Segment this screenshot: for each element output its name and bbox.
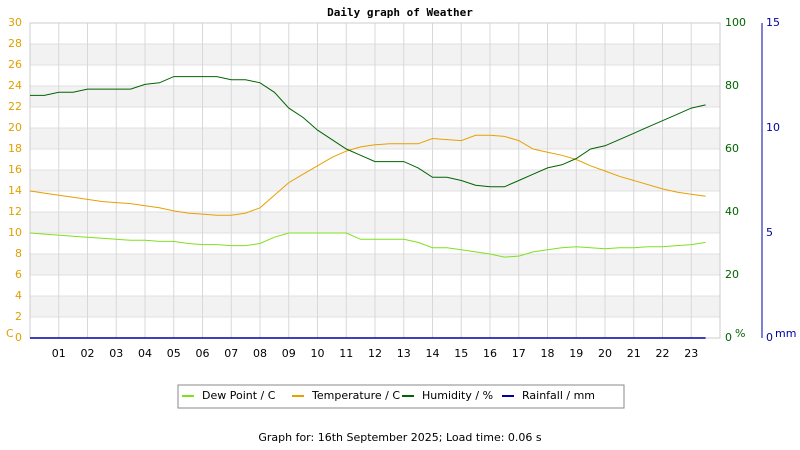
x-tick-label: 11	[339, 347, 353, 360]
y-tick-label: 8	[15, 247, 22, 260]
x-tick-label: 07	[224, 347, 238, 360]
x-tick-label: 13	[397, 347, 411, 360]
series-line	[29, 134, 706, 216]
y-unit: C	[6, 327, 14, 340]
y-tick-label: 0	[15, 331, 22, 344]
x-tick-label: 04	[138, 347, 152, 360]
y-tick-label: 12	[8, 205, 22, 218]
legend-label: Rainfall / mm	[522, 389, 595, 402]
y-tick-label: 2	[15, 310, 22, 323]
y2-tick-label: 60	[725, 142, 739, 155]
x-tick-label: 19	[569, 347, 583, 360]
y2-unit: %	[735, 327, 745, 340]
y-tick-label: 24	[8, 79, 22, 92]
y3-tick-label: 5	[766, 226, 773, 239]
x-tick-label: 23	[684, 347, 698, 360]
y2-tick-label: 100	[725, 16, 746, 29]
y3-tick-label: 15	[766, 16, 780, 29]
x-tick-label: 12	[368, 347, 382, 360]
x-tick-label: 03	[109, 347, 123, 360]
y3-tick-label: 0	[766, 331, 773, 344]
x-tick-label: 06	[196, 347, 210, 360]
legend-label: Dew Point / C	[202, 389, 276, 402]
x-tick-label: 05	[167, 347, 181, 360]
series-line	[29, 232, 706, 258]
y-tick-label: 28	[8, 37, 22, 50]
x-tick-label: 02	[81, 347, 95, 360]
legend-label: Temperature / C	[311, 389, 400, 402]
y-tick-label: 22	[8, 100, 22, 113]
x-tick-label: 09	[282, 347, 296, 360]
x-tick-label: 21	[627, 347, 641, 360]
y-tick-label: 16	[8, 163, 22, 176]
y-tick-label: 30	[8, 16, 22, 29]
y-tick-label: 6	[15, 268, 22, 281]
x-tick-label: 22	[656, 347, 670, 360]
y-tick-label: 4	[15, 289, 22, 302]
series-line	[30, 76, 706, 188]
x-tick-label: 10	[311, 347, 325, 360]
y-tick-label: 26	[8, 58, 22, 71]
x-tick-label: 16	[483, 347, 497, 360]
x-tick-label: 15	[454, 347, 468, 360]
y2-tick-label: 80	[725, 79, 739, 92]
x-tick-label: 18	[541, 347, 555, 360]
legend-label: Humidity / %	[422, 389, 493, 402]
y-tick-label: 10	[8, 226, 22, 239]
chart-title: Daily graph of Weather	[327, 6, 473, 19]
y-tick-label: 18	[8, 142, 22, 155]
x-tick-label: 01	[52, 347, 66, 360]
legend	[177, 384, 625, 409]
y2-tick-label: 40	[725, 205, 739, 218]
y3-unit: mm	[775, 327, 796, 340]
y-tick-label: 20	[8, 121, 22, 134]
x-tick-label: 08	[253, 347, 267, 360]
x-tick-label: 17	[512, 347, 526, 360]
y3-tick-label: 10	[766, 121, 780, 134]
y2-tick-label: 20	[725, 268, 739, 281]
y2-tick-label: 0	[725, 331, 732, 344]
x-tick-label: 14	[426, 347, 440, 360]
x-tick-label: 20	[598, 347, 612, 360]
y-tick-label: 14	[8, 184, 22, 197]
footer: Graph for: 16th September 2025; Load tim…	[258, 431, 542, 444]
